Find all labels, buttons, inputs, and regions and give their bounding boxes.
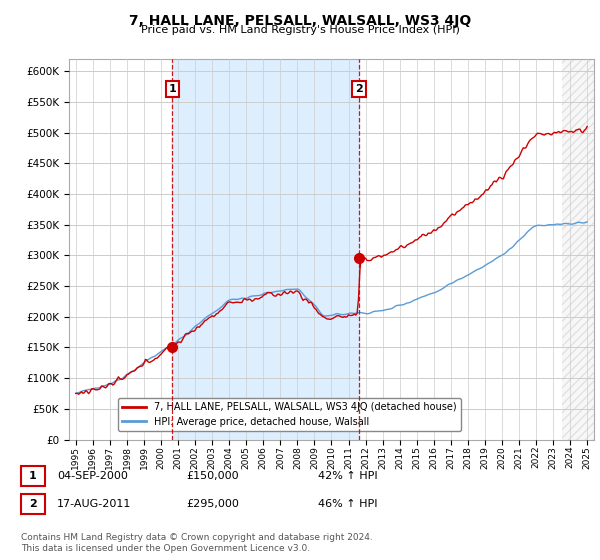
Text: Price paid vs. HM Land Registry's House Price Index (HPI): Price paid vs. HM Land Registry's House … <box>140 25 460 35</box>
Text: 2: 2 <box>29 499 37 509</box>
Text: 42% ↑ HPI: 42% ↑ HPI <box>318 471 377 481</box>
Legend: 7, HALL LANE, PELSALL, WALSALL, WS3 4JQ (detached house), HPI: Average price, de: 7, HALL LANE, PELSALL, WALSALL, WS3 4JQ … <box>118 398 461 431</box>
Text: 04-SEP-2000: 04-SEP-2000 <box>57 471 128 481</box>
Text: 46% ↑ HPI: 46% ↑ HPI <box>318 499 377 509</box>
Text: 1: 1 <box>169 84 176 94</box>
Text: 1: 1 <box>29 471 37 481</box>
Bar <box>172 59 359 440</box>
Text: 17-AUG-2011: 17-AUG-2011 <box>57 499 131 509</box>
Bar <box>562 59 596 440</box>
Text: Contains HM Land Registry data © Crown copyright and database right 2024.
This d: Contains HM Land Registry data © Crown c… <box>21 533 373 553</box>
Text: £295,000: £295,000 <box>186 499 239 509</box>
Text: £150,000: £150,000 <box>186 471 239 481</box>
Text: 2: 2 <box>355 84 363 94</box>
Text: 7, HALL LANE, PELSALL, WALSALL, WS3 4JQ: 7, HALL LANE, PELSALL, WALSALL, WS3 4JQ <box>129 14 471 28</box>
